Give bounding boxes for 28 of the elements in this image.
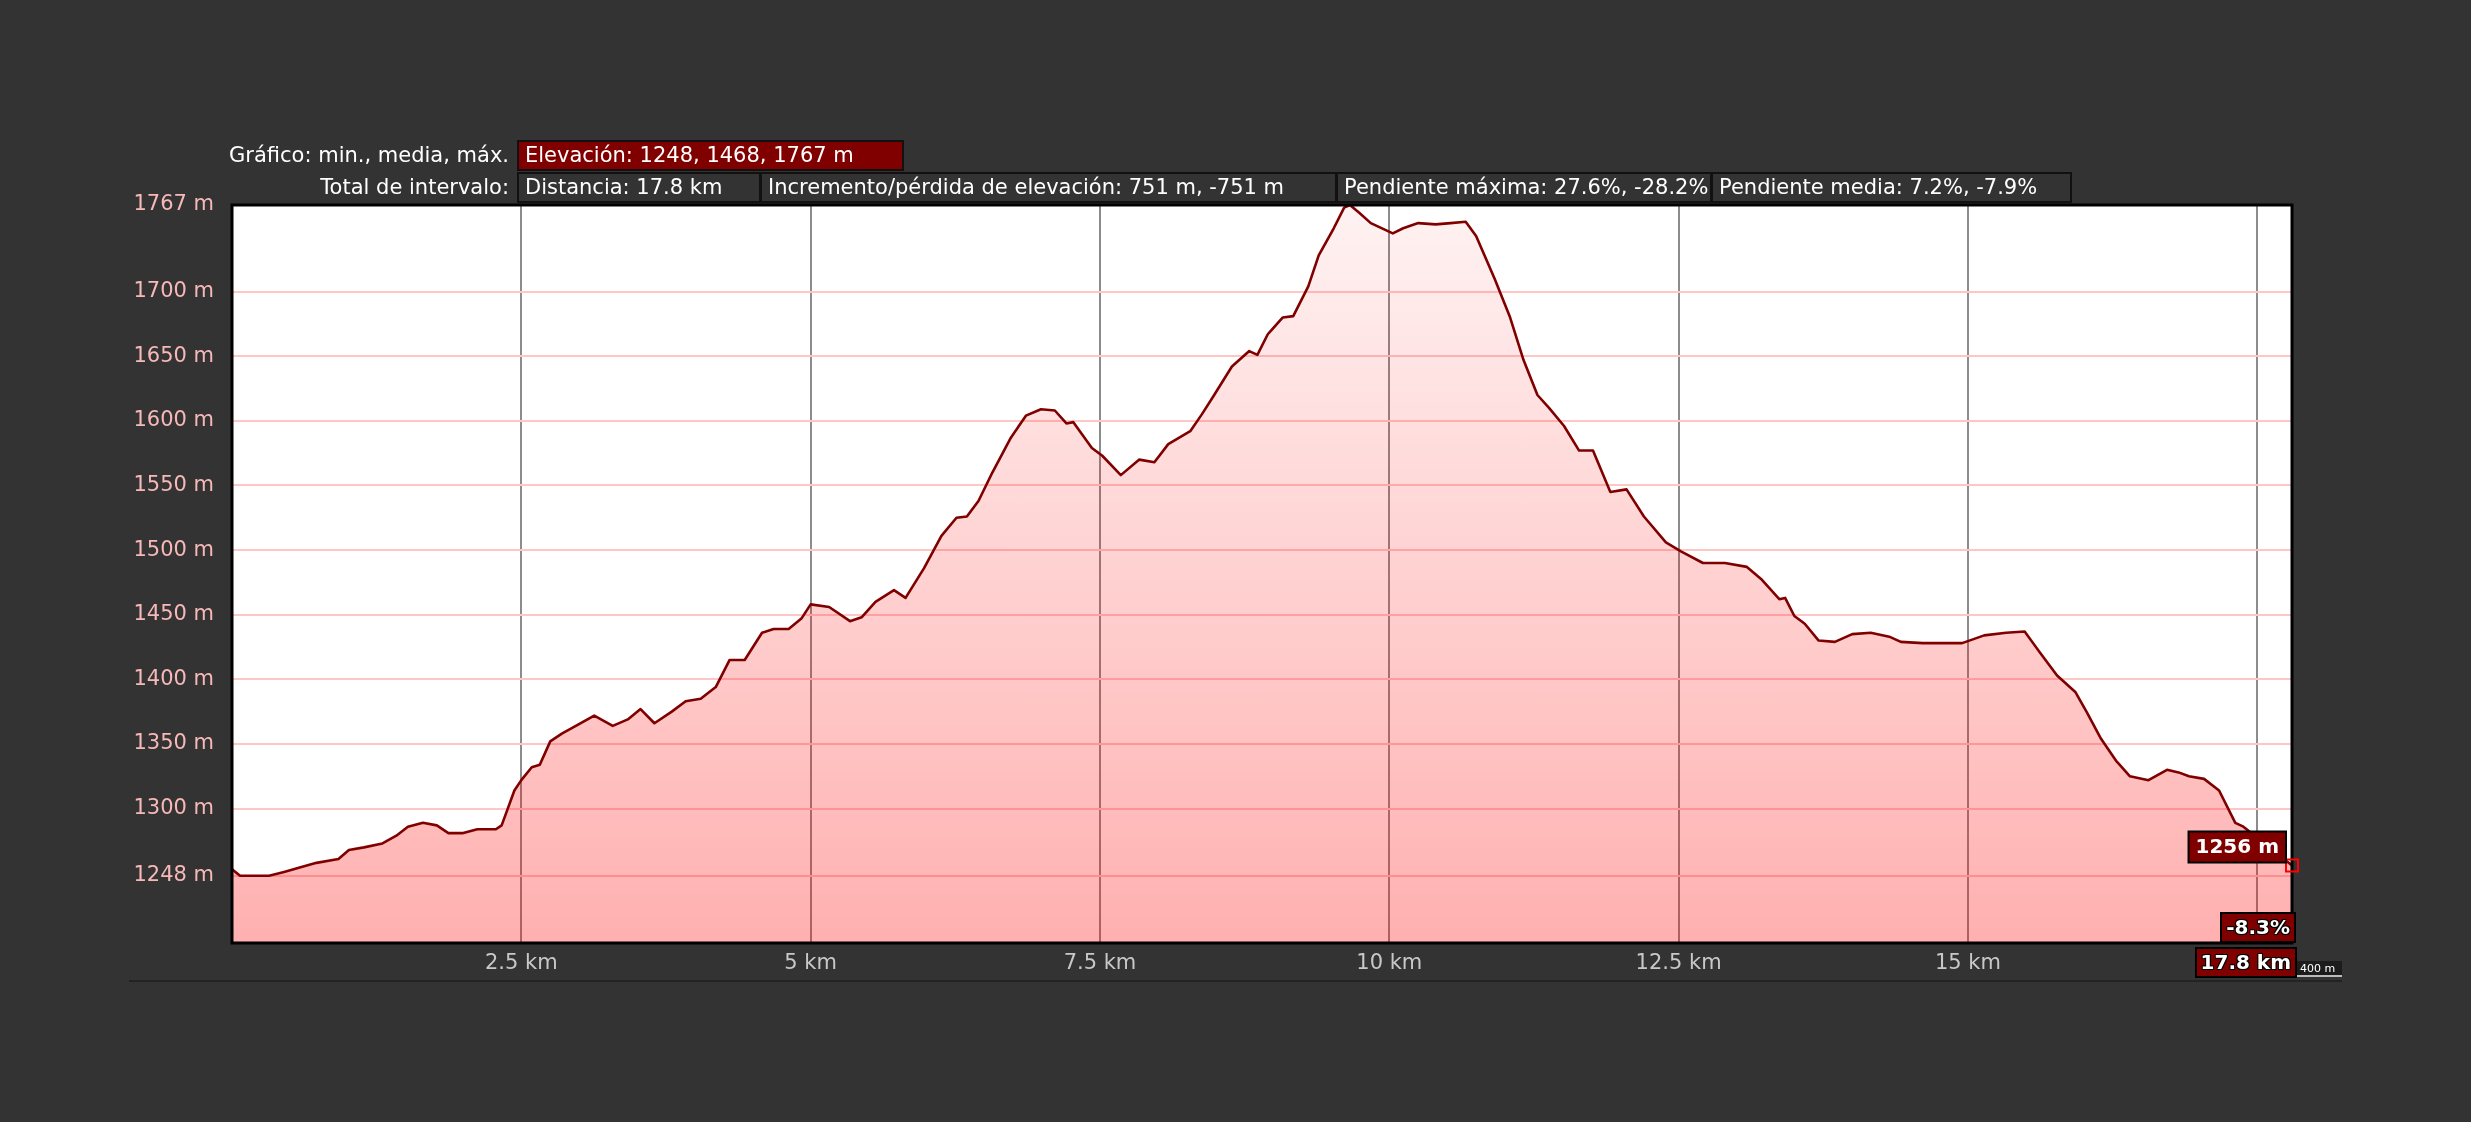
x-tick-label: 10 km xyxy=(1356,950,1423,975)
y-tick-label: 1450 m xyxy=(133,601,214,626)
annotation: -8.3% xyxy=(2220,912,2296,943)
y-tick-label: 1300 m xyxy=(133,795,214,820)
y-tick-label: 1650 m xyxy=(133,342,214,367)
text: Pendiente media: 7.2%, -7.9% xyxy=(1711,172,2072,203)
y-tick-label: 1500 m xyxy=(133,536,214,561)
text: Distancia: 17.8 km xyxy=(517,172,761,203)
y-tick-label: 1700 m xyxy=(133,278,214,303)
x-tick-label: 5 km xyxy=(784,950,837,975)
y-tick-label: 1400 m xyxy=(133,665,214,690)
text: 400 m xyxy=(2300,962,2336,975)
y-tick-label: 1600 m xyxy=(133,407,214,432)
text: Pendiente máxima: 27.6%, -28.2% xyxy=(1336,172,1712,203)
x-tick-label: 12.5 km xyxy=(1635,950,1722,975)
y-tick-label: 1248 m xyxy=(133,862,214,887)
text: 17.8 km xyxy=(2194,947,2297,978)
text: Total de intervalo: xyxy=(320,174,509,201)
y-tick-label: 1350 m xyxy=(133,730,214,755)
x-tick-label: 7.5 km xyxy=(1063,950,1137,975)
text: Gráfico: min., media, máx. xyxy=(229,142,509,169)
annotation: 1256 m xyxy=(2195,834,2279,859)
x-tick-label: 2.5 km xyxy=(484,950,558,975)
y-tick-label: 1767 m xyxy=(133,191,214,216)
text: Elevación: 1248, 1468, 1767 m xyxy=(517,140,904,171)
x-tick-label: 15 km xyxy=(1934,950,2001,975)
y-tick-label: 1550 m xyxy=(133,471,214,496)
text: Incremento/pérdida de elevación: 751 m, -751 m xyxy=(760,172,1337,203)
